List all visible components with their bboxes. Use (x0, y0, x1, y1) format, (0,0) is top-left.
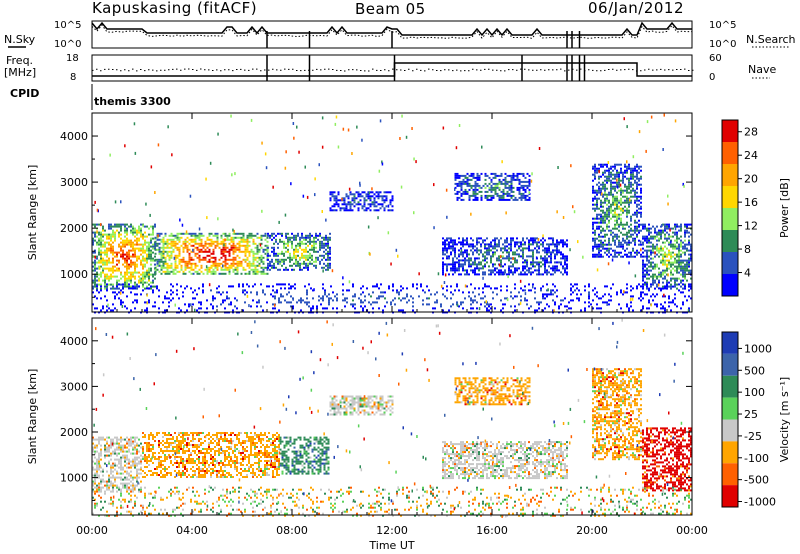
velocity-echo-layer (92, 318, 692, 518)
power-colorbar-tick-label: 16 (744, 196, 758, 209)
nsky-label: N.Sky (4, 33, 36, 46)
velocity-colorbar-segment (722, 353, 738, 376)
frequency-trace (92, 62, 692, 77)
power-colorbar-frame (721, 119, 739, 297)
power-y-tick-label: 1000 (60, 268, 88, 281)
nsky-trace (91, 21, 692, 37)
power-y-tick-label: 2000 (60, 222, 88, 235)
power-echo-layer (92, 113, 692, 314)
freq-label: Freq. (6, 54, 34, 67)
velocity-colorbar-segment (722, 463, 738, 486)
velocity-colorbar-tick-label: 500 (744, 364, 765, 377)
x-tick-label: 16:00 (476, 524, 508, 537)
nave-tick-low: 0 (709, 72, 716, 83)
nsearch-trace (91, 24, 693, 39)
noise-tick-high-right: 10^5 (709, 20, 737, 31)
beam-title: Beam 05 (355, 0, 426, 18)
power-y-axis-label: Slant Range [km] (26, 165, 39, 261)
velocity-colorbar-tick-label: -25 (744, 430, 762, 443)
freq-tick-low: 8 (70, 72, 77, 83)
velocity-y-tick-label: 2000 (60, 426, 88, 439)
velocity-colorbar-tick-label: -500 (744, 474, 769, 487)
velocity-colorbar-segment (722, 397, 738, 420)
x-tick-label: 00:00 (676, 524, 708, 537)
velocity-colorbar-tick-label: 1000 (744, 342, 772, 355)
velocity-colorbar-frame (721, 331, 739, 508)
noise-tick-low-left: 10^0 (54, 39, 82, 50)
velocity-y-tick-label: 1000 (60, 472, 88, 485)
power-colorbar-label: Power [dB] (778, 178, 791, 238)
station-title: Kapuskasing (fitACF) (92, 0, 258, 17)
power-colorbar-segment (722, 208, 738, 230)
velocity-colorbar-tick-label: 100 (744, 386, 765, 399)
power-y-tick-label: 4000 (60, 130, 88, 143)
x-tick-label: 04:00 (176, 524, 208, 537)
nave-label: Nave (748, 63, 777, 76)
freq-tick-high: 18 (66, 53, 79, 64)
power-colorbar-tick-label: 20 (744, 173, 758, 186)
freq-unit-label: [MHz] (4, 66, 37, 79)
velocity-y-axis-label: Slant Range [km] (26, 369, 39, 465)
power-colorbar-segment (722, 120, 738, 142)
nave-tick-high: 60 (709, 53, 722, 64)
x-tick-label: 20:00 (576, 524, 608, 537)
nave-trace (92, 68, 694, 72)
velocity-colorbar-segment (722, 485, 738, 507)
x-tick-label: 12:00 (376, 524, 408, 537)
x-tick-label: 08:00 (276, 524, 308, 537)
x-tick-label: 00:00 (76, 524, 108, 537)
velocity-colorbar-label: Velocity [m s⁻¹] (778, 377, 791, 462)
nsearch-label: N.Search (746, 33, 796, 46)
cpid-value: themis 3300 (94, 95, 171, 108)
power-colorbar-segment (722, 230, 738, 252)
power-colorbar-segment (722, 274, 738, 296)
noise-tick-high-left: 10^5 (54, 20, 82, 31)
power-colorbar-segment (722, 164, 738, 186)
velocity-colorbar-segment (722, 441, 738, 464)
velocity-y-tick-label: 3000 (60, 380, 88, 393)
velocity-colorbar-segment (722, 375, 738, 398)
date-title: 06/Jan/2012 (588, 0, 684, 17)
power-colorbar-segment (722, 142, 738, 164)
noise-tick-low-right: 10^0 (709, 39, 737, 50)
velocity-colorbar-tick-label: -1000 (744, 496, 776, 509)
power-colorbar-tick-label: 12 (744, 220, 758, 233)
cpid-label: CPID (10, 87, 40, 100)
power-colorbar-tick-label: 8 (744, 243, 751, 256)
power-colorbar-tick-label: 24 (744, 149, 758, 162)
velocity-colorbar-segment (722, 419, 738, 442)
freq-strip-frame (91, 54, 693, 82)
power-colorbar-segment (722, 186, 738, 208)
power-colorbar-tick-label: 4 (744, 267, 751, 280)
x-axis-label: Time UT (368, 539, 414, 552)
velocity-colorbar-tick-label: 25 (744, 408, 758, 421)
power-y-tick-label: 3000 (60, 176, 88, 189)
velocity-colorbar-segment (722, 332, 738, 354)
power-colorbar-segment (722, 252, 738, 274)
velocity-y-tick-label: 4000 (60, 335, 88, 348)
power-colorbar-tick-label: 28 (744, 126, 758, 139)
velocity-colorbar-tick-label: -100 (744, 452, 769, 465)
